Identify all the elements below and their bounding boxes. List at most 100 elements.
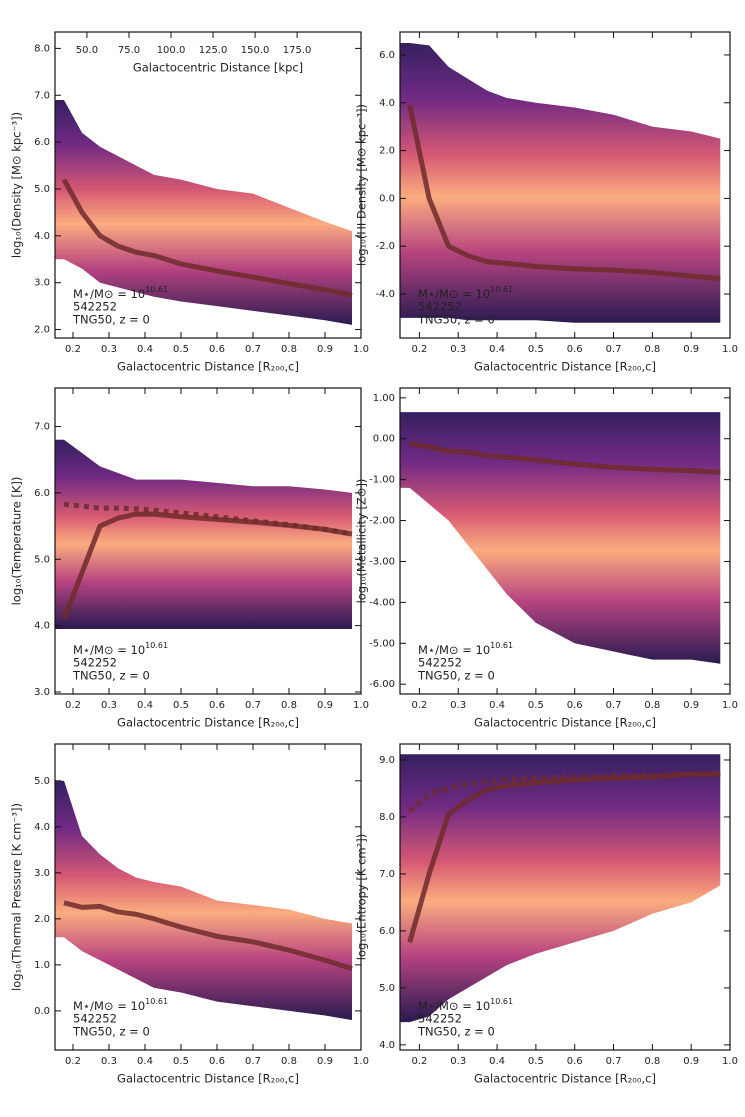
annotation-exponent: 10.61: [490, 997, 513, 1006]
median-line: [409, 441, 721, 475]
x-tick-label: 1.0: [353, 700, 369, 711]
x-tick-label: 0.6: [209, 700, 225, 711]
median-line: [63, 501, 353, 537]
y-tick-label: 0.00: [373, 434, 395, 445]
x-axis-label: Galactocentric Distance [R₂₀₀,c]: [117, 1072, 299, 1086]
axes-frame: [54, 31, 362, 339]
y-tick-label: 0.0: [379, 193, 395, 204]
x-tick-label: 0.6: [209, 344, 225, 355]
annotation-exponent: 10.61: [490, 641, 513, 650]
panel-plot: [55, 439, 353, 629]
median-line: [407, 771, 721, 943]
x-tick-label: 0.3: [101, 700, 117, 711]
y-tick-label: 8.0: [34, 43, 50, 54]
y-tick-label: 3.0: [34, 687, 50, 698]
y-axis-label: log₁₀(Metallicity [Z⊙]): [355, 479, 369, 604]
y-tick-label: -4.00: [369, 597, 395, 608]
x-tick-label: 0.7: [245, 1056, 261, 1067]
x-axis-label: Galactocentric Distance [R₂₀₀,c]: [117, 716, 299, 730]
x-tick-label: 0.2: [411, 700, 427, 711]
x-tick-label: 0.9: [683, 700, 699, 711]
x-tick-label: 0.6: [209, 1056, 225, 1067]
y-tick-label: 1.00: [373, 393, 395, 404]
annotation-sim: TNG50, z = 0: [72, 1025, 150, 1039]
x-tick-label: 0.3: [101, 344, 117, 355]
median-line: [63, 900, 353, 971]
y-tick-label: 4.0: [34, 822, 50, 833]
y-axis-label: log₁₀(Entropy [K cm²]): [355, 834, 369, 960]
median-line: [408, 770, 721, 814]
x-tick-label: 0.8: [644, 344, 660, 355]
y-tick-label: 4.0: [34, 621, 50, 632]
median-line: [407, 104, 721, 281]
median-line: [61, 178, 353, 298]
x-tick-label: 0.9: [317, 1056, 333, 1067]
y-tick-label: 7.0: [34, 421, 50, 432]
annotation-mass: M⋆/M⊙ = 10: [418, 643, 490, 657]
x-axis-label: Galactocentric Distance [R₂₀₀,c]: [474, 360, 656, 374]
annotation: M⋆/M⊙ = 1010.61: [73, 997, 168, 1013]
y-tick-label: 4.0: [379, 98, 395, 109]
annotation: M⋆/M⊙ = 1010.61: [418, 285, 513, 301]
annotation-mass: M⋆/M⊙ = 10: [73, 643, 145, 657]
x-axis-label: Galactocentric Distance [R₂₀₀,c]: [474, 716, 656, 730]
annotation-exponent: 10.61: [145, 997, 168, 1006]
x-tick-label: 0.2: [411, 1056, 427, 1067]
x-tick-label: 0.3: [450, 700, 466, 711]
x-tick-label: 0.5: [528, 344, 544, 355]
annotation-sim: TNG50, z = 0: [417, 1025, 495, 1039]
x-tick-label: 0.4: [137, 1056, 153, 1067]
x-tick-label: 0.5: [173, 700, 189, 711]
y-tick-label: 5.0: [34, 554, 50, 565]
histogram-area: [400, 412, 721, 664]
x-tick-label: 1.0: [722, 700, 738, 711]
x-tick-label: 0.3: [450, 344, 466, 355]
annotation-id: 542252: [418, 656, 462, 670]
x-tick-label: 0.8: [281, 1056, 297, 1067]
y-tick-label: 7.0: [34, 90, 50, 101]
y-tick-label: 2.0: [379, 146, 395, 157]
x-tick-label: 0.6: [567, 1056, 583, 1067]
y-tick-label: 2.0: [34, 325, 50, 336]
x-tick-label: 0.7: [606, 344, 622, 355]
x-tick-label: 0.7: [245, 700, 261, 711]
panel-plot: [400, 42, 721, 323]
x-tick-label: 0.4: [137, 700, 153, 711]
x-tick-label: 0.5: [173, 344, 189, 355]
x-tick-label: 1.0: [722, 344, 738, 355]
x-tick-label: 0.8: [644, 1056, 660, 1067]
y-tick-label: 6.0: [34, 137, 50, 148]
axes-frame: [399, 743, 731, 1051]
y-tick-label: 3.0: [34, 868, 50, 879]
annotation-exponent: 10.61: [145, 285, 168, 294]
y-axis-label: log₁₀(Density [M⊙ kpc⁻³]): [10, 112, 24, 258]
x-tick-label: 0.8: [281, 700, 297, 711]
x-axis-label: Galactocentric Distance [R₂₀₀,c]: [474, 1072, 656, 1086]
x-tick-label: 0.8: [644, 700, 660, 711]
annotation-id: 542252: [418, 300, 462, 314]
x-tick-label: 1.0: [353, 1056, 369, 1067]
histogram-area: [55, 99, 352, 325]
y-tick-label: 6.0: [379, 50, 395, 61]
annotation-exponent: 10.61: [145, 641, 168, 650]
y-tick-label: 5.0: [34, 184, 50, 195]
y-tick-label: 9.0: [379, 755, 395, 766]
annotation-sim: TNG50, z = 0: [72, 313, 150, 327]
x-tick-label: 0.2: [65, 700, 81, 711]
x-tick-label: 0.3: [450, 1056, 466, 1067]
y-tick-label: -4.0: [375, 289, 395, 300]
y-tick-label: 4.0: [34, 231, 50, 242]
panel-plot: [400, 754, 721, 1023]
x-tick-label: 0.7: [606, 700, 622, 711]
annotation: M⋆/M⊙ = 1010.61: [73, 285, 168, 301]
x-tick-label: 0.2: [65, 344, 81, 355]
x-tick-label: 0.5: [173, 1056, 189, 1067]
x2-tick-label: 175.0: [283, 45, 312, 56]
x-tick-label: 0.2: [411, 344, 427, 355]
axes-frame: [399, 387, 731, 695]
annotation-mass: M⋆/M⊙ = 10: [73, 287, 145, 301]
y-tick-label: -6.00: [369, 679, 395, 690]
y-tick-label: -3.00: [369, 556, 395, 567]
x-tick-label: 0.7: [245, 344, 261, 355]
annotation-sim: TNG50, z = 0: [72, 669, 150, 683]
